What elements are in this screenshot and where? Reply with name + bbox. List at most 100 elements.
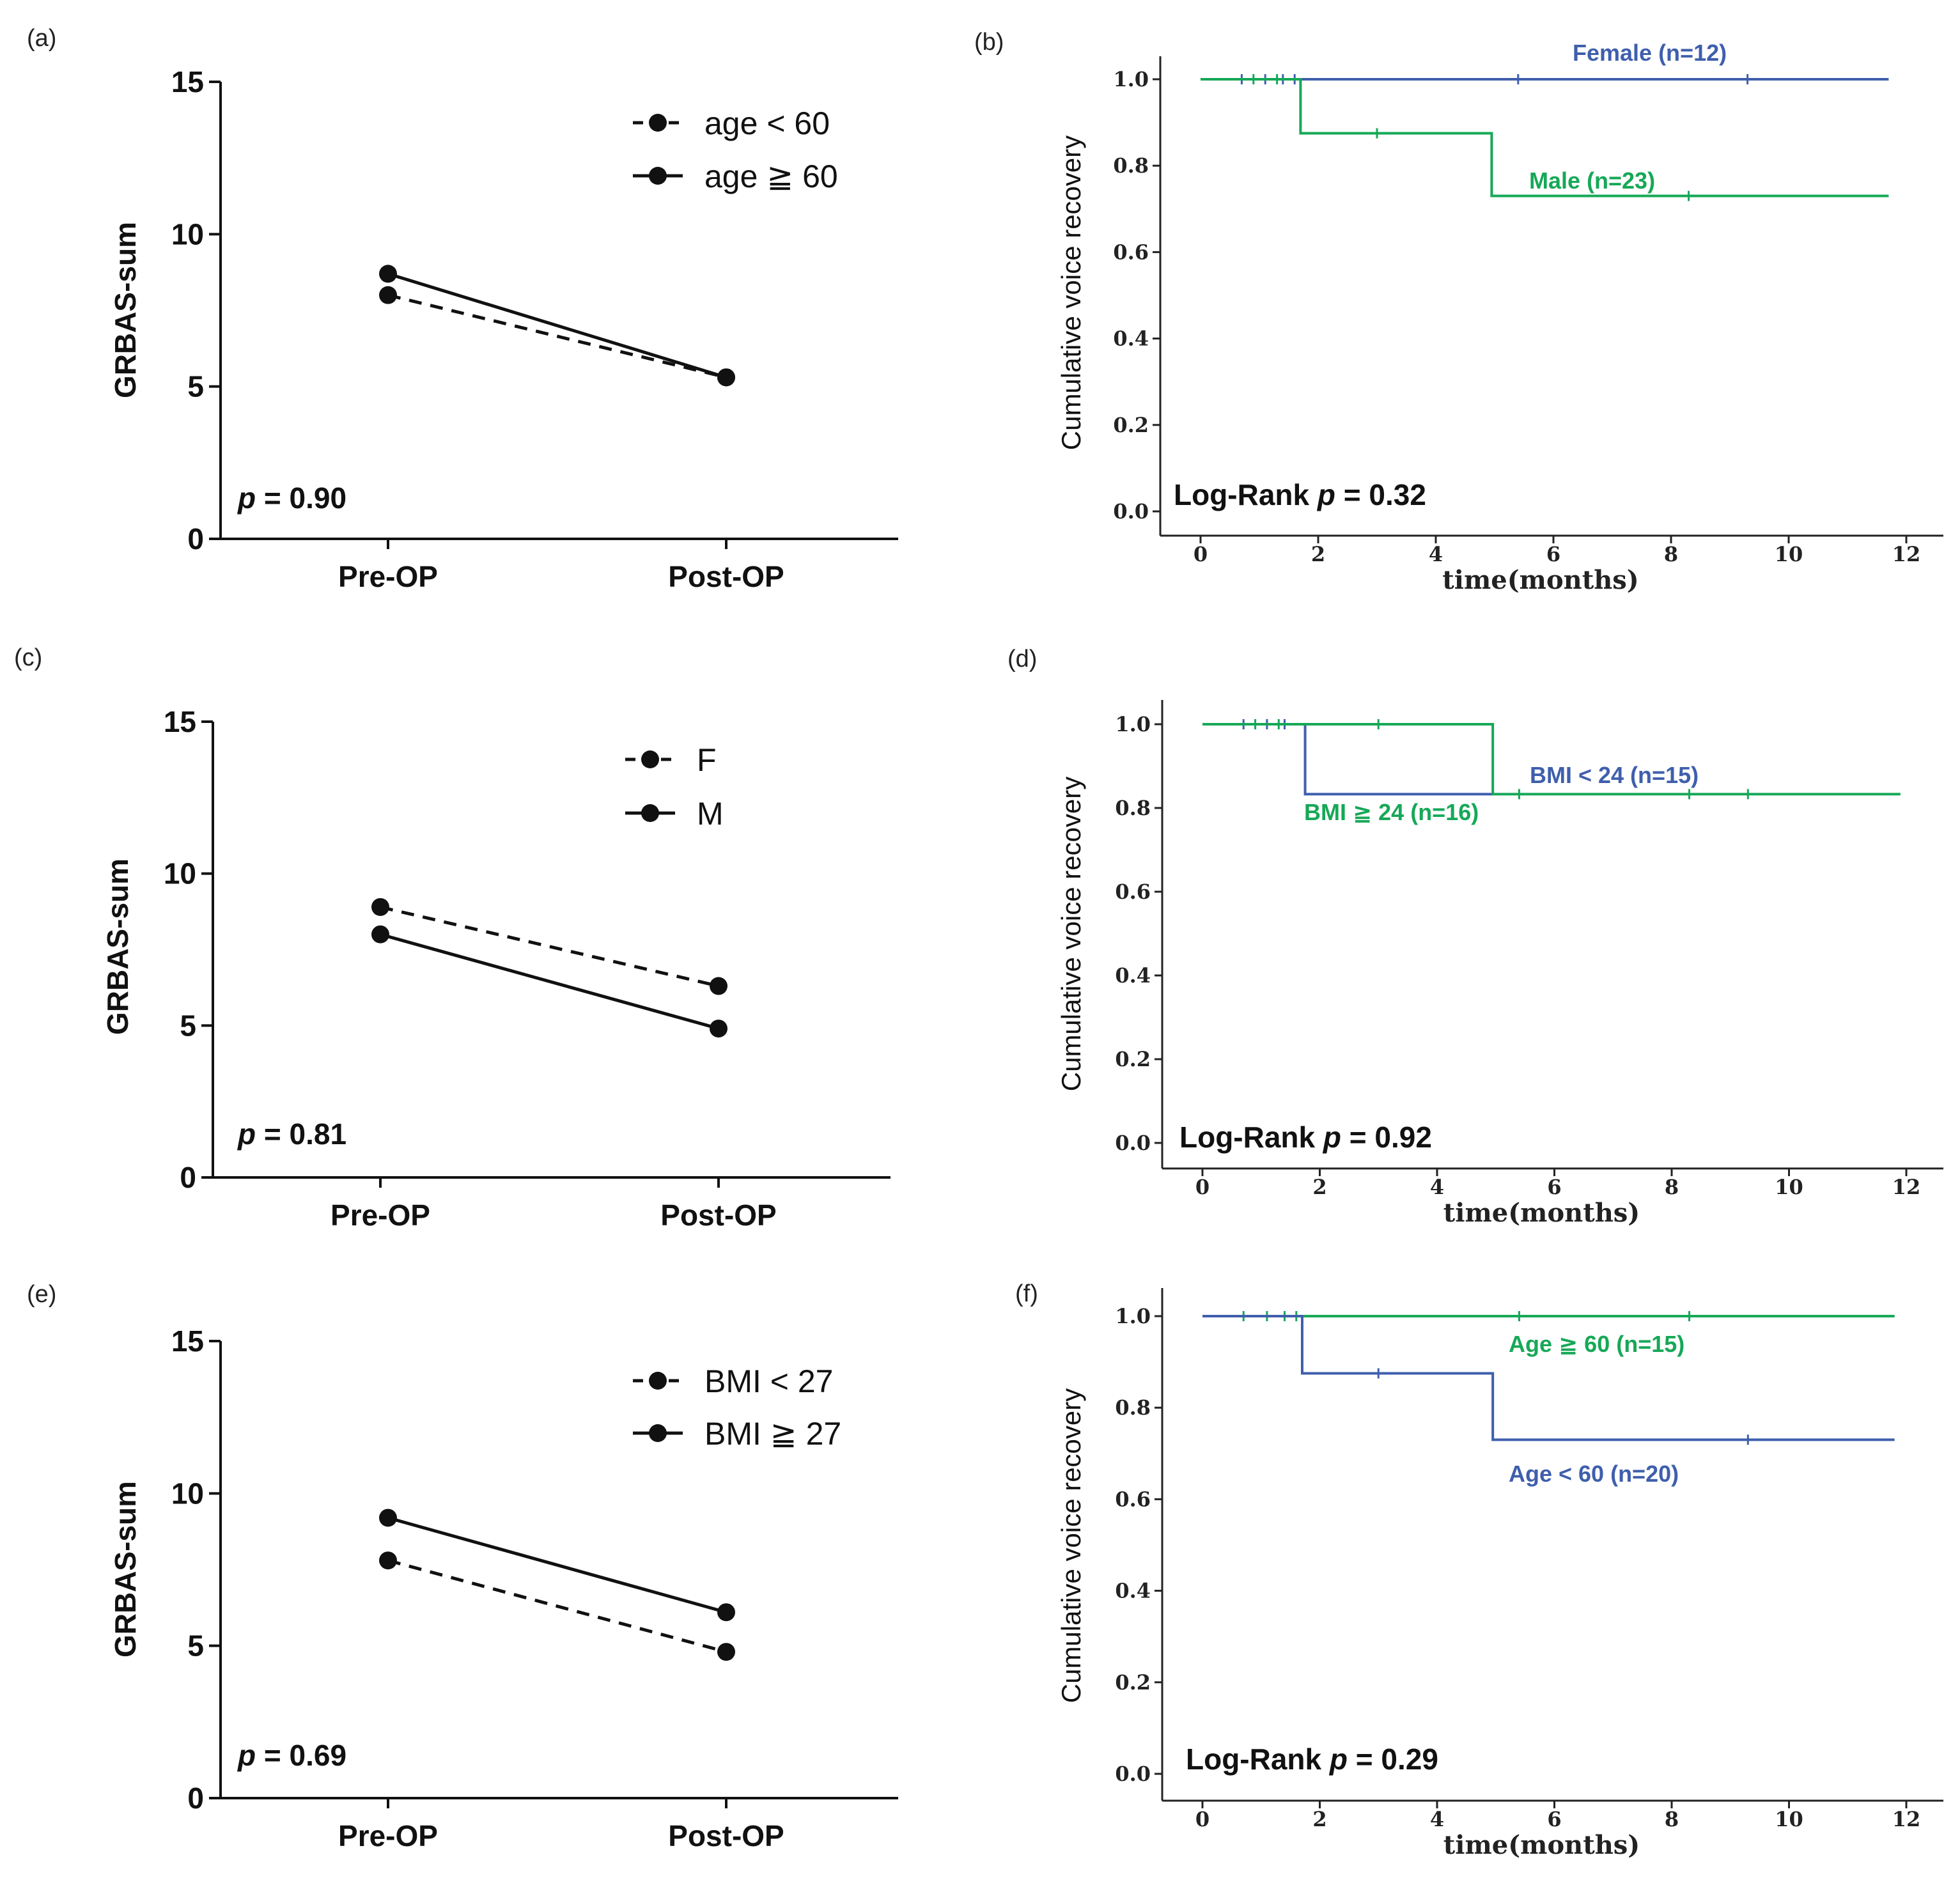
panel-d: (d) 0.0 0.2 0.4 0.6 0.8 1.0 0 2 4 6 8 10 12 time(month… [1007, 646, 1943, 1228]
panel-e-x-tick-label: Pre-OP [338, 1819, 438, 1852]
panel-c-y-tick-label: 15 [164, 705, 196, 738]
panel-c-y-tick-label: 5 [180, 1009, 196, 1042]
panel-d-p-text: = 0.92 [1341, 1121, 1432, 1154]
panel-e-y-tick-label: 15 [171, 1324, 204, 1358]
panel-a-p-text: = 0.90 [256, 481, 346, 515]
panel-a-p-value: p = 0.90 [237, 481, 346, 515]
panel-a-point [379, 286, 397, 304]
panel-c-x-tick-label: Post-OP [660, 1199, 776, 1232]
panel-e-y-tick-label: 0 [187, 1781, 204, 1815]
panel-b-y-tick-label: 0.0 [1113, 499, 1149, 524]
panel-a-x-tick-label: Pre-OP [338, 560, 438, 593]
panel-a-legend-marker [649, 114, 667, 132]
panel-d-y-tick-label: 0.8 [1115, 796, 1151, 820]
panel-e-y-axis-label: GRBAS-sum [109, 1481, 142, 1657]
panel-d-x-axis-label: time(months) [1443, 1198, 1640, 1228]
panel-f: (f) 0.0 0.2 0.4 0.6 0.8 1.0 0 2 4 6 8 10 12 time(month… [1015, 1280, 1943, 1860]
panel-c-p-symbol: p [237, 1117, 256, 1151]
panel-c-legend-label: F [697, 742, 717, 778]
panel-b-x-tick-label: 4 [1429, 542, 1443, 566]
panel-f-y-tick-label: 0.4 [1115, 1579, 1151, 1603]
panel-b-label: (b) [974, 29, 1004, 56]
panel-a-p-symbol: p [237, 481, 256, 515]
panel-f-p-label: Log-Rank [1186, 1743, 1330, 1776]
panel-b-p-label: Log-Rank [1174, 478, 1318, 511]
panel-c-series-line [380, 905, 719, 988]
panel-a-x-tick-label: Post-OP [668, 560, 784, 593]
panel-c-label: (c) [14, 644, 42, 671]
panel-f-y-tick-label: 1.0 [1115, 1304, 1151, 1328]
panel-e-y-tick-label: 5 [187, 1629, 204, 1663]
panel-b-survival-curve [1201, 78, 1889, 198]
panel-c-p-text: = 0.81 [256, 1117, 346, 1151]
panel-d-x-tick-label: 4 [1430, 1175, 1444, 1199]
panel-c-y-tick-label: 0 [180, 1161, 196, 1194]
panel-f-x-tick-label: 0 [1195, 1807, 1209, 1831]
panel-e-legend-label: BMI < 27 [704, 1363, 834, 1399]
panel-f-x-tick-label: 4 [1430, 1807, 1444, 1831]
panel-d-y-tick-label: 0.0 [1115, 1131, 1151, 1155]
panel-c-legend-marker [641, 750, 659, 768]
panel-c-y-tick-label: 10 [164, 857, 196, 890]
panel-a-series-line [387, 272, 727, 379]
panel-e-y-tick-label: 10 [171, 1477, 204, 1510]
panel-a-y-tick-label: 5 [187, 370, 204, 403]
panel-f-x-tick-label: 10 [1775, 1807, 1803, 1831]
panel-d-y-tick-label: 0.2 [1115, 1047, 1151, 1071]
panel-d-series-label: BMI < 24 (n=15) [1530, 762, 1699, 788]
panel-b-y-tick-label: 1.0 [1113, 67, 1149, 91]
panel-c-point [710, 977, 727, 995]
panel-f-p-symbol: p [1328, 1743, 1348, 1776]
panel-f-y-tick-label: 0.0 [1115, 1762, 1151, 1786]
panel-b-y-tick-label: 0.4 [1113, 327, 1149, 351]
panel-c-point [371, 897, 389, 916]
panel-b-x-tick-label: 12 [1892, 542, 1921, 566]
panel-d-series-label: BMI ≧ 24 (n=16) [1304, 799, 1479, 825]
panel-f-p-value: Log-Rank p = 0.29 [1186, 1743, 1438, 1776]
panel-a-legend-label: age < 60 [704, 105, 830, 141]
panel-b-series-label: Female (n=12) [1573, 40, 1727, 66]
panel-d-x-tick-label: 0 [1195, 1175, 1209, 1199]
panel-a-y-tick-label: 0 [187, 522, 204, 555]
panel-e-point [379, 1509, 397, 1527]
panel-f-y-tick-label: 0.6 [1115, 1487, 1151, 1511]
panel-d-x-tick-label: 6 [1547, 1175, 1561, 1199]
panel-d-x-tick-label: 2 [1312, 1175, 1326, 1199]
panel-d-y-tick-label: 1.0 [1115, 712, 1151, 736]
panel-d-x-tick-label: 12 [1892, 1175, 1921, 1199]
panel-c-series-line [380, 933, 719, 1030]
panel-e-label: (e) [27, 1281, 56, 1308]
panel-d-x-tick-label: 8 [1665, 1175, 1679, 1199]
panel-e-series-line [387, 1516, 727, 1614]
panel-c-point [371, 925, 389, 943]
panel-e-p-text: = 0.69 [256, 1739, 346, 1772]
panel-b-y-tick-label: 0.6 [1113, 240, 1149, 264]
panel-e-x-tick-label: Post-OP [668, 1819, 784, 1852]
panel-b-y-axis-label: Cumulative voice recovery [1056, 136, 1086, 451]
panel-e-point [717, 1603, 735, 1622]
panel-b-x-tick-label: 8 [1664, 542, 1678, 566]
panel-d-x-tick-label: 10 [1775, 1175, 1803, 1199]
panel-b-p-text: = 0.32 [1335, 478, 1426, 511]
panel-b-x-axis-label: time(months) [1442, 565, 1638, 595]
panel-b-p-symbol: p [1316, 478, 1335, 511]
panel-f-label: (f) [1015, 1280, 1038, 1307]
panel-d-survival-curve [1202, 723, 1901, 796]
panel-d-p-value: Log-Rank p = 0.92 [1179, 1121, 1432, 1154]
panel-a-legend-label: age ≧ 60 [704, 159, 838, 194]
panel-d-y-tick-label: 0.6 [1115, 880, 1151, 904]
panel-b-p-value: Log-Rank p = 0.32 [1174, 478, 1426, 511]
panel-d-p-label: Log-Rank [1179, 1121, 1323, 1154]
panel-a-y-tick-label: 10 [171, 217, 204, 251]
panel-f-p-text: = 0.29 [1348, 1743, 1438, 1776]
panel-a-legend-marker [649, 167, 667, 185]
panel-b-y-tick-label: 0.8 [1113, 153, 1149, 178]
panel-e-p-value: p = 0.69 [237, 1739, 346, 1772]
panel-a-point [717, 368, 735, 387]
panel-b-y-tick-label: 0.2 [1113, 413, 1149, 437]
panel-f-y-tick-label: 0.2 [1115, 1670, 1151, 1695]
panel-e: (e) 0 5 10 15 Pre-OP Post-OP GRBAS-sum BMI < 27 B… [27, 1281, 898, 1852]
panel-b-x-tick-label: 10 [1775, 542, 1803, 566]
panel-e-series-line [387, 1558, 727, 1654]
